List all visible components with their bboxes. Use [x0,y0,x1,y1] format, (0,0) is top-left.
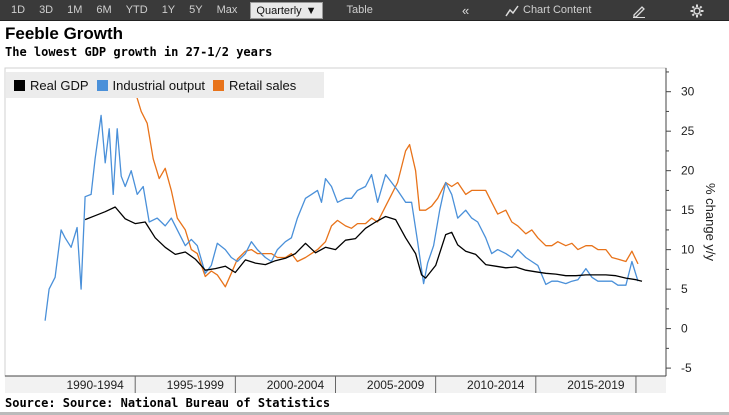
y-tick-label: -5 [681,361,692,375]
range-1m-button[interactable]: 1M [67,3,83,16]
y-tick-label: 15 [681,203,695,217]
legend-item-real-gdp[interactable]: Real GDP [14,78,89,93]
legend-label-industrial-output: Industrial output [112,77,206,93]
range-1d-button[interactable]: 1D [11,3,26,16]
range-6m-button[interactable]: 6M [96,3,112,16]
period-dropdown[interactable]: Quarterly ▼ [250,1,323,19]
range-ytd-button[interactable]: YTD [125,3,148,16]
bottom-border [0,412,729,415]
chart-content-label: Chart Content [523,4,592,16]
period-dropdown-label: Quarterly [256,4,302,17]
y-tick-label: 10 [681,243,695,257]
x-tick-label: 1995-1999 [167,378,225,392]
range-5y-button[interactable]: 5Y [189,3,203,16]
chevron-down-icon: ▼ [305,4,317,17]
series-line-real-gdp [84,206,643,282]
edit-button[interactable] [632,0,646,21]
y-axis-title: % change y/y [703,183,718,262]
chart-icon [505,5,519,17]
series-lines [44,91,643,321]
range-3d-button[interactable]: 3D [39,3,54,16]
y-tick-label: 25 [681,124,695,138]
gear-icon [690,4,704,18]
legend-item-retail-sales[interactable]: Retail sales [213,78,296,93]
legend: Real GDP Industrial output Retail sales [6,72,324,98]
chart-title: Feeble Growth [5,24,124,43]
series-line-retail-sales [134,91,639,288]
y-tick-label: 5 [681,282,688,296]
legend-swatch-retail-sales [213,79,225,91]
source-note: Source: Source: National Bureau of Stati… [5,396,331,410]
table-button[interactable]: Table [346,4,373,16]
x-tick-label: 2000-2004 [267,378,325,392]
x-axis-bands [4,67,667,393]
legend-swatch-industrial-output [96,79,108,91]
y-tick-label: 30 [681,85,695,99]
y-tick-label: 20 [681,164,695,178]
y-tick-label: 0 [681,322,688,336]
legend-swatch-real-gdp [14,79,25,91]
x-axis: 1990-1994 1995-1999 2000-2004 2005-2009 2010… [66,378,624,392]
x-tick-label: 1990-1994 [66,378,124,392]
settings-button[interactable] [690,0,704,21]
toolbar: 1D 3D 1M 6M YTD 1Y 5Y Max Quarterly ▼ Ta… [0,0,729,21]
legend-label-retail-sales: Retail sales [229,77,297,93]
collapse-icon[interactable]: « [462,3,470,18]
x-tick-label: 2010-2014 [467,378,525,392]
series-line-industrial-output [44,114,639,321]
chart-subtitle: The lowest GDP growth in 27-1/2 years [5,45,273,59]
edit-icon [633,6,645,18]
legend-item-industrial-output[interactable]: Industrial output [96,77,206,93]
range-max-button[interactable]: Max [216,3,238,16]
chart-content-button[interactable]: Chart Content [505,0,591,21]
legend-label-real-gdp: Real GDP [30,77,89,93]
y-axis: -5 0 5 10 15 20 25 30 [665,68,695,376]
x-tick-label: 2005-2009 [367,378,425,392]
range-1y-button[interactable]: 1Y [161,3,176,16]
x-tick-label: 2015-2019 [567,378,625,392]
